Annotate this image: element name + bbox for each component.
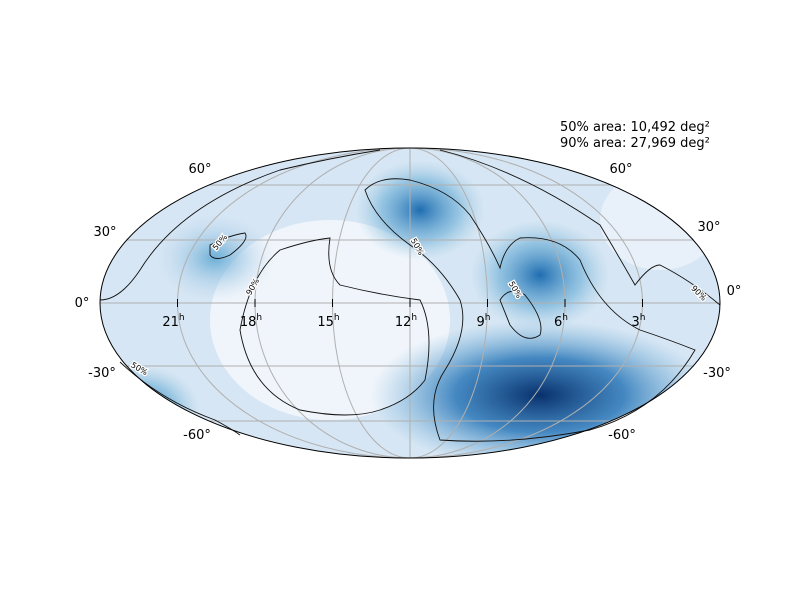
lat-label: 0° [727,284,742,299]
ra-hour: 15 [317,315,334,330]
lat-label: -60° [608,428,636,443]
lat-label: -30° [88,366,116,381]
lat-label: 30° [697,220,720,235]
ra-label: 6h [554,313,568,330]
ra-ticks [177,299,643,307]
ra-unit: h [179,313,185,323]
ra-label: 3h [632,313,646,330]
ra-unit: h [411,313,417,323]
probability-map [100,148,720,458]
ra-label: 15h [317,313,339,330]
ra-hour: 21 [162,315,179,330]
ra-hour: 6 [554,315,562,330]
lat-label: 0° [75,296,90,311]
area-90: 90% area: 27,969 deg² [560,136,710,151]
lat-label: -60° [183,428,211,443]
ra-unit: h [485,313,491,323]
lat-label: 60° [609,162,632,177]
ra-hour: 9 [477,315,485,330]
ra-hour: 3 [632,315,640,330]
contours [99,149,721,442]
map-frame [99,147,721,459]
ra-label: 18h [240,313,262,330]
ra-unit: h [562,313,568,323]
ra-label: 21h [162,313,184,330]
ra-unit: h [256,313,262,323]
ra-label: 12h [395,313,417,330]
ra-unit: h [334,313,340,323]
lat-label: -30° [703,366,731,381]
ra-hour: 18 [240,315,257,330]
lat-label: 30° [93,225,116,240]
ra-unit: h [640,313,646,323]
area-50: 50% area: 10,492 deg² [560,120,710,135]
ra-label: 9h [477,313,491,330]
lat-label: 60° [188,162,211,177]
ra-hour: 12 [395,315,412,330]
